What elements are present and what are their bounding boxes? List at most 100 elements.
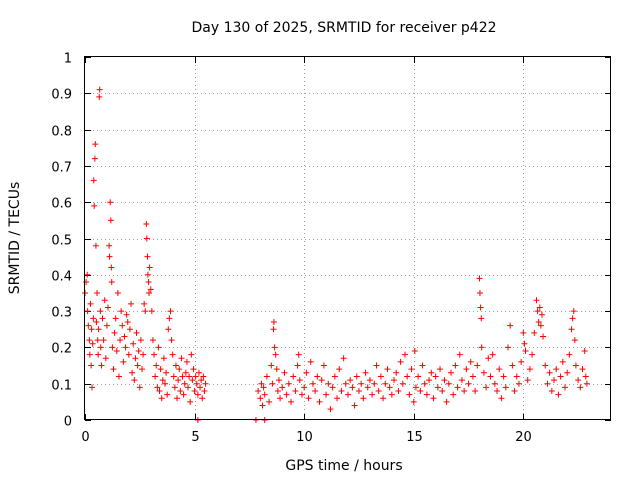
data-point [136,384,143,391]
data-point [323,391,330,398]
data-point [305,395,312,402]
data-point [270,318,277,325]
data-point [509,362,516,369]
data-point [371,380,378,387]
data-point [419,362,426,369]
data-point [411,348,418,355]
data-point [461,387,468,394]
data-point [377,373,384,380]
data-point [540,333,547,340]
data-point [155,344,162,351]
data-point [316,398,323,405]
data-point [164,391,171,398]
data-point [544,380,551,387]
data-point [101,297,108,304]
data-point [458,377,465,384]
data-point [100,337,107,344]
data-point [144,271,151,278]
y-tick-label: 0.2 [51,342,72,357]
data-point [345,391,351,398]
data-point [360,395,367,402]
data-point [266,398,273,405]
y-axis-label: SRMTID / TECUs [7,182,23,295]
data-point [132,355,139,362]
data-point [463,366,470,373]
data-point [259,402,266,409]
data-point [261,391,268,398]
data-point [535,318,542,325]
y-tick-label: 0.9 [51,88,72,103]
data-point [494,387,501,394]
data-point [369,391,376,398]
data-point [89,384,96,391]
data-point [274,387,281,394]
data-point [491,380,498,387]
y-tick-label: 0.6 [51,197,72,212]
data-point [391,377,398,384]
data-point [105,304,112,311]
data-point [401,351,408,358]
data-point [106,242,113,249]
data-point [270,326,277,333]
data-point [380,395,387,402]
data-point [161,380,168,387]
data-point [145,289,152,296]
data-point [200,373,207,380]
data-point [275,377,282,384]
data-point [548,387,555,394]
data-point [84,308,91,315]
data-point [502,384,509,391]
data-point [555,391,562,398]
data-point [191,387,198,394]
data-point [169,351,176,358]
y-tick-label: 1 [64,52,72,67]
data-point [336,366,343,373]
data-point [135,348,142,355]
y-tick-label: 0.7 [51,161,72,176]
data-point [88,362,95,369]
data-point [122,344,129,351]
data-point [137,337,144,344]
data-point [353,373,360,380]
data-point [141,300,148,307]
data-point [340,355,347,362]
data-point [190,366,197,373]
data-point [564,369,571,376]
data-point [307,358,314,365]
data-point [123,311,130,318]
x-tick-label: 5 [191,430,199,445]
data-point [111,329,118,336]
data-point [144,253,151,260]
data-point [301,384,308,391]
data-point [522,348,529,355]
data-point [456,351,463,358]
data-point [399,380,406,387]
data-point [115,373,122,380]
data-point [443,398,450,405]
data-point [570,308,577,315]
data-point [165,326,172,333]
data-point [583,380,590,387]
data-point [397,358,404,365]
data-point [129,369,136,376]
data-point [154,384,161,391]
y-tick-label: 0.8 [51,125,72,140]
data-point [408,366,415,373]
data-point [166,315,173,322]
data-point [149,337,156,344]
data-point [415,373,422,380]
data-point [85,322,92,329]
data-point [546,369,553,376]
data-point [96,93,103,100]
data-point [89,340,96,347]
data-point [480,369,487,376]
data-point [91,155,98,162]
data-point [145,279,152,286]
y-tick-label: 0.5 [51,234,72,249]
data-point [579,366,586,373]
data-point [537,322,544,329]
data-point [294,362,301,369]
data-point [538,311,545,318]
data-point [437,366,444,373]
